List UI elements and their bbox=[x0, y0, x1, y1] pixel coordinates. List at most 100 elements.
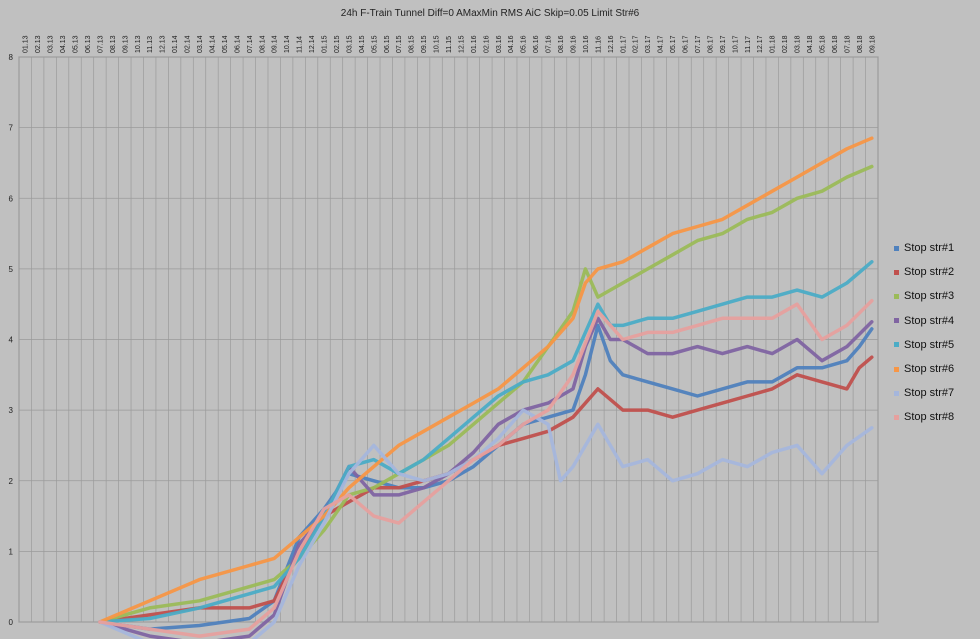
x-tick-label: 10.14 bbox=[284, 35, 291, 53]
x-tick-label: 02.18 bbox=[782, 35, 789, 53]
legend-label: Stop str#2 bbox=[904, 266, 955, 279]
legend-item-2: Stop str#2 bbox=[894, 260, 980, 284]
x-tick-label: 01.13 bbox=[23, 35, 30, 53]
x-tick-label: 01.16 bbox=[471, 35, 478, 53]
y-tick-label: 8 bbox=[9, 53, 14, 62]
legend-item-1: Stop str#1 bbox=[894, 236, 980, 260]
x-tick-label: 05.17 bbox=[670, 35, 677, 53]
y-tick-label: 2 bbox=[9, 477, 14, 486]
x-tick-label: 07.15 bbox=[396, 35, 403, 53]
x-tick-label: 01.14 bbox=[172, 35, 179, 53]
x-tick-label: 12.14 bbox=[309, 35, 316, 53]
x-tick-label: 04.14 bbox=[209, 35, 216, 53]
x-tick-label: 04.15 bbox=[359, 35, 366, 53]
x-tick-label: 01.17 bbox=[620, 35, 627, 53]
x-tick-label: 06.17 bbox=[683, 35, 690, 53]
x-tick-label: 02.13 bbox=[35, 35, 42, 53]
y-tick-label: 0 bbox=[9, 618, 14, 627]
legend-swatch bbox=[894, 245, 899, 251]
legend-swatch bbox=[894, 293, 899, 299]
y-tick-label: 5 bbox=[9, 265, 14, 274]
x-tick-label: 07.16 bbox=[546, 35, 553, 53]
x-tick-label: 07.14 bbox=[247, 35, 254, 53]
x-tick-label: 04.18 bbox=[807, 35, 814, 53]
legend-label: Stop str#8 bbox=[904, 411, 955, 424]
x-tick-label: 11.14 bbox=[297, 36, 304, 53]
x-tick-label: 06.18 bbox=[832, 35, 839, 53]
x-tick-label: 02.16 bbox=[483, 35, 490, 53]
x-tick-label: 01.18 bbox=[770, 35, 777, 53]
x-tick-label: 08.16 bbox=[558, 35, 565, 53]
y-tick-label: 4 bbox=[9, 336, 14, 345]
x-tick-label: 08.18 bbox=[857, 35, 864, 53]
legend-swatch bbox=[894, 269, 899, 275]
x-tick-label: 06.16 bbox=[533, 35, 540, 53]
x-tick-label: 01.15 bbox=[322, 35, 329, 53]
x-tick-label: 03.14 bbox=[197, 35, 204, 53]
series-line-8 bbox=[98, 298, 874, 638]
x-tick-label: 07.18 bbox=[844, 35, 851, 53]
x-tick-label: 03.18 bbox=[795, 35, 802, 53]
series-line-5 bbox=[98, 260, 874, 624]
x-tick-label: 10.13 bbox=[135, 35, 142, 53]
x-tick-label: 10.16 bbox=[583, 35, 590, 53]
x-tick-label: 09.15 bbox=[421, 35, 428, 53]
legend-label: Stop str#1 bbox=[904, 242, 955, 255]
x-tick-label: 04.13 bbox=[60, 35, 67, 53]
x-tick-label: 03.17 bbox=[645, 35, 652, 53]
x-tick-label: 09.18 bbox=[869, 35, 876, 53]
x-tick-label: 12.16 bbox=[608, 35, 615, 53]
x-tick-label: 12.15 bbox=[458, 35, 465, 53]
y-tick-label: 6 bbox=[9, 194, 14, 203]
legend-swatch bbox=[894, 318, 899, 324]
x-tick-label: 04.16 bbox=[508, 35, 515, 53]
x-tick-label: 03.13 bbox=[48, 35, 55, 53]
legend: Stop str#1 Stop str#2 Stop str#3 Stop str#4… bbox=[894, 236, 980, 430]
series-line-4 bbox=[98, 316, 874, 639]
x-tick-label: 11.13 bbox=[147, 36, 154, 53]
x-tick-label: 05.15 bbox=[371, 35, 378, 53]
series-line-6 bbox=[98, 136, 874, 624]
x-tick-label: 11.16 bbox=[595, 36, 602, 53]
y-tick-label: 1 bbox=[9, 547, 14, 556]
x-tick-label: 08.15 bbox=[409, 35, 416, 53]
x-tick-label: 08.17 bbox=[707, 35, 714, 53]
x-tick-label: 03.16 bbox=[496, 35, 503, 53]
chart-title: 24h F-Train Tunnel Diff=0 AMaxMin RMS Ai… bbox=[340, 8, 640, 19]
x-tick-label: 11.15 bbox=[446, 36, 453, 53]
x-tick-label: 07.13 bbox=[97, 35, 104, 53]
x-tick-label: 06.14 bbox=[234, 35, 241, 53]
y-tick-label: 7 bbox=[9, 124, 14, 133]
x-tick-label: 06.13 bbox=[85, 35, 92, 53]
legend-item-5: Stop str#5 bbox=[894, 333, 980, 357]
x-tick-label: 06.15 bbox=[384, 35, 391, 53]
x-tick-label: 03.15 bbox=[346, 35, 353, 53]
x-tick-label: 12.13 bbox=[160, 35, 167, 53]
x-tick-label: 08.13 bbox=[110, 35, 117, 53]
y-tick-label: 3 bbox=[9, 406, 14, 415]
x-tick-label: 05.13 bbox=[73, 35, 80, 53]
legend-swatch bbox=[894, 366, 899, 372]
legend-swatch bbox=[894, 414, 899, 420]
x-tick-label: 07.17 bbox=[695, 35, 702, 53]
x-tick-label: 08.14 bbox=[259, 35, 266, 53]
legend-item-7: Stop str#7 bbox=[894, 381, 980, 405]
legend-swatch bbox=[894, 390, 899, 396]
x-tick-label: 05.18 bbox=[819, 35, 826, 53]
x-tick-label: 02.15 bbox=[334, 35, 341, 53]
x-tick-label: 05.14 bbox=[222, 35, 229, 53]
legend-swatch bbox=[894, 342, 899, 348]
x-tick-label: 04.17 bbox=[658, 35, 665, 53]
legend-label: Stop str#5 bbox=[904, 338, 955, 351]
legend-item-3: Stop str#3 bbox=[894, 284, 980, 308]
legend-item-8: Stop str#8 bbox=[894, 405, 980, 429]
legend-item-6: Stop str#6 bbox=[894, 357, 980, 381]
x-tick-label: 10.15 bbox=[434, 35, 441, 53]
x-tick-label: 09.17 bbox=[720, 35, 727, 53]
legend-item-4: Stop str#4 bbox=[894, 309, 980, 333]
x-tick-label: 05.16 bbox=[521, 35, 528, 53]
legend-label: Stop str#6 bbox=[904, 363, 955, 376]
x-tick-label: 09.16 bbox=[570, 35, 577, 53]
